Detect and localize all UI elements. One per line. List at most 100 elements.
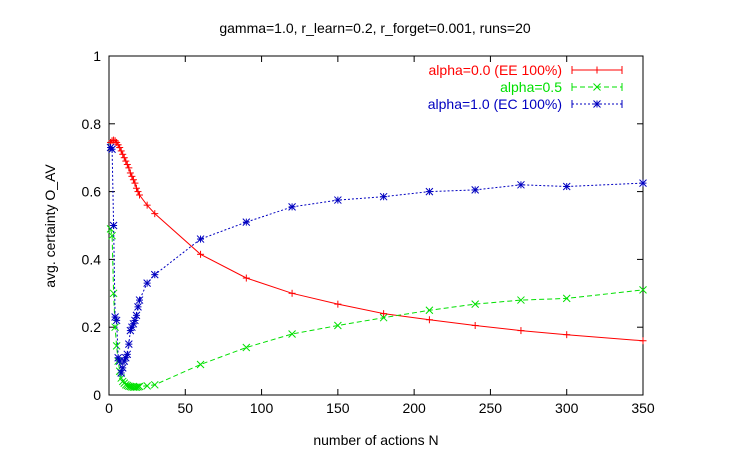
x-axis-label: number of actions N bbox=[313, 432, 438, 448]
marker-stroke bbox=[132, 311, 141, 320]
data-point bbox=[379, 313, 388, 322]
marker-stroke bbox=[425, 187, 434, 196]
marker-stroke bbox=[111, 323, 119, 332]
data-point bbox=[150, 380, 159, 389]
marker-stroke bbox=[288, 203, 296, 211]
data-point bbox=[196, 360, 205, 369]
marker-stroke bbox=[112, 341, 121, 350]
data-point bbox=[125, 164, 133, 172]
marker-stroke bbox=[123, 350, 132, 359]
marker-stroke bbox=[379, 192, 388, 201]
marker-stroke bbox=[108, 145, 116, 154]
data-point bbox=[135, 382, 144, 391]
marker-stroke bbox=[150, 380, 159, 389]
marker-stroke bbox=[131, 316, 139, 325]
data-point bbox=[122, 157, 130, 165]
x-tick-label: 300 bbox=[555, 400, 579, 416]
y-axis-label: avg. certainty O_AV bbox=[42, 164, 58, 288]
marker-stroke bbox=[111, 313, 119, 321]
data-point bbox=[150, 270, 159, 279]
marker-stroke bbox=[112, 316, 121, 325]
y-tick-label: 0.8 bbox=[82, 116, 102, 132]
marker-stroke bbox=[118, 364, 127, 372]
data-point bbox=[562, 294, 571, 303]
marker-stroke bbox=[134, 383, 142, 391]
data-point bbox=[288, 330, 296, 338]
marker-stroke bbox=[134, 303, 142, 311]
data-point bbox=[471, 186, 480, 194]
data-point bbox=[118, 364, 127, 372]
data-point bbox=[334, 196, 342, 204]
marker-stroke bbox=[593, 83, 601, 91]
marker-stroke bbox=[242, 343, 251, 352]
data-point bbox=[132, 383, 141, 392]
marker-stroke bbox=[425, 306, 434, 315]
data-point bbox=[134, 188, 142, 196]
data-point bbox=[143, 201, 151, 209]
legend-label: alpha=0.5 bbox=[500, 79, 562, 95]
series-line bbox=[110, 147, 644, 374]
marker-stroke bbox=[109, 289, 118, 298]
series-1 bbox=[106, 225, 647, 392]
x-tick-label: 350 bbox=[631, 400, 655, 416]
data-point bbox=[109, 221, 118, 230]
x-tick-label: 0 bbox=[105, 400, 113, 416]
data-point bbox=[639, 337, 647, 345]
marker-stroke bbox=[108, 231, 116, 240]
data-point bbox=[132, 184, 140, 192]
data-point bbox=[112, 341, 121, 350]
plot-frame bbox=[108, 55, 644, 396]
marker-stroke bbox=[639, 286, 647, 294]
data-point bbox=[425, 316, 433, 324]
marker-stroke bbox=[379, 313, 388, 322]
marker-stroke bbox=[135, 296, 144, 304]
data-point bbox=[242, 343, 251, 352]
marker-stroke bbox=[334, 321, 342, 330]
marker-stroke bbox=[517, 296, 525, 304]
marker-stroke bbox=[143, 381, 151, 390]
data-point bbox=[242, 218, 251, 226]
data-point bbox=[639, 286, 647, 294]
y-tick-label: 0.6 bbox=[82, 184, 102, 200]
data-point bbox=[124, 340, 133, 349]
marker-stroke bbox=[639, 179, 647, 187]
marker-stroke bbox=[562, 294, 571, 303]
data-point bbox=[639, 179, 647, 187]
data-point bbox=[471, 322, 479, 330]
data-point bbox=[151, 210, 159, 218]
axis-ticks: 0 50 100 150 200 250 300 350 0 0.2 0.4 0.6 0.8 1 bbox=[82, 48, 655, 416]
data-point bbox=[425, 187, 434, 196]
data-point bbox=[128, 172, 136, 180]
data-point bbox=[593, 100, 601, 108]
marker-stroke bbox=[126, 382, 135, 391]
data-point bbox=[124, 382, 133, 391]
data-point bbox=[136, 191, 144, 199]
marker-stroke bbox=[135, 382, 144, 391]
data-point bbox=[197, 250, 205, 258]
data-point bbox=[380, 310, 388, 318]
series-2 bbox=[106, 143, 647, 377]
data-point bbox=[134, 383, 142, 391]
marker-stroke bbox=[150, 270, 159, 279]
data-point bbox=[593, 83, 601, 91]
series-line bbox=[110, 139, 644, 342]
data-point bbox=[135, 296, 144, 304]
y-tick-label: 0 bbox=[93, 387, 101, 403]
data-point bbox=[334, 300, 342, 308]
data-point bbox=[119, 150, 127, 158]
data-point bbox=[143, 381, 151, 390]
legend-label: alpha=0.0 (EE 100%) bbox=[429, 62, 562, 78]
data-point bbox=[563, 331, 571, 339]
data-point bbox=[593, 66, 601, 74]
data-point bbox=[116, 144, 124, 152]
marker-stroke bbox=[562, 182, 571, 191]
chart-title: gamma=1.0, r_learn=0.2, r_forget=0.001, … bbox=[219, 20, 531, 36]
marker-stroke bbox=[517, 180, 525, 189]
data-point bbox=[517, 296, 525, 304]
data-point bbox=[131, 179, 139, 187]
data-point bbox=[117, 369, 126, 377]
data-point bbox=[242, 274, 250, 282]
data-point bbox=[129, 176, 137, 184]
